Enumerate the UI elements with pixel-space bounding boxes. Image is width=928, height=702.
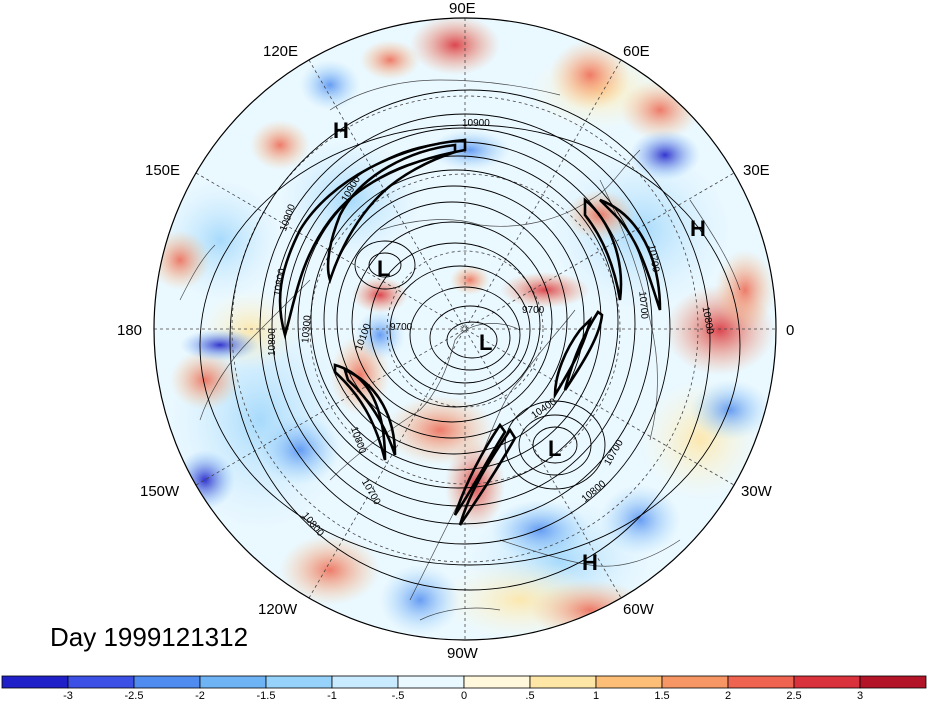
contour-label: 9700 bbox=[390, 322, 413, 333]
colorbar-swatch bbox=[331, 675, 399, 689]
colorbar-swatch bbox=[859, 675, 927, 689]
contour-label: 9700 bbox=[522, 305, 545, 316]
contour-label: 10700 bbox=[645, 244, 661, 274]
colorbar-tick-label: 1 bbox=[593, 690, 599, 702]
colorbar-tick-label: -.5 bbox=[392, 690, 405, 702]
colorbar-swatch bbox=[529, 675, 597, 689]
colorbar-tick-label: -2 bbox=[195, 690, 205, 702]
contour-label: 10800 bbox=[700, 306, 716, 336]
contour-label: 10300 bbox=[300, 314, 313, 343]
contour-label: 10800 bbox=[272, 267, 288, 297]
colorbar-tick-label: 2 bbox=[725, 690, 731, 702]
colorbar-tick-label: -1.5 bbox=[257, 690, 276, 702]
colorbar-swatch bbox=[463, 675, 531, 689]
colorbar-tick-label: 2.5 bbox=[786, 690, 801, 702]
lon-label-120w: 120W bbox=[258, 601, 298, 618]
lon-label-120e: 120E bbox=[263, 43, 298, 60]
low-marker: L bbox=[548, 436, 561, 461]
high-marker: H bbox=[333, 118, 349, 143]
lon-label-60e: 60E bbox=[623, 43, 650, 60]
contour-label: 10900 bbox=[462, 118, 490, 129]
lon-label-180: 180 bbox=[117, 322, 142, 339]
colorbar-tick-label: -3 bbox=[63, 690, 73, 702]
colorbar-swatch bbox=[397, 675, 465, 689]
lon-label-90e: 90E bbox=[449, 0, 476, 17]
anomaly-field bbox=[154, 18, 776, 640]
longitude-labels: 90E 60E 30E 0 30W 60W 90W 120W 150W 180 … bbox=[117, 0, 794, 662]
map-boundary bbox=[153, 17, 777, 641]
jet-streaks bbox=[278, 138, 662, 526]
colorbar-swatch bbox=[661, 675, 729, 689]
contour-label: 10700 bbox=[636, 291, 649, 320]
colorbar-tick-label: -2.5 bbox=[125, 690, 144, 702]
high-marker: H bbox=[582, 550, 598, 575]
colorbar-swatch bbox=[727, 675, 795, 689]
lon-label-30e: 30E bbox=[743, 162, 770, 179]
contour-label: 10800 bbox=[267, 328, 278, 356]
lon-label-0: 0 bbox=[786, 322, 794, 339]
figure-title: Day 1999121312 bbox=[50, 622, 248, 652]
lon-label-30w: 30W bbox=[741, 483, 773, 500]
lon-label-150w: 150W bbox=[140, 483, 180, 500]
colorbar-swatch bbox=[265, 675, 333, 689]
colorbar-tick-label: 0 bbox=[461, 690, 467, 702]
colorbar-swatch bbox=[199, 675, 267, 689]
colorbar: -3 -2.5 -2 -1.5 -1 -.5 0 .5 1 1.5 2 2.5 3 bbox=[1, 675, 927, 702]
pressure-system-markers: H H L L L H bbox=[333, 118, 706, 575]
colorbar-swatch bbox=[1, 675, 69, 689]
lon-label-150e: 150E bbox=[145, 162, 180, 179]
low-marker: L bbox=[479, 330, 492, 355]
colorbar-swatch bbox=[133, 675, 201, 689]
lon-label-60w: 60W bbox=[623, 601, 655, 618]
high-marker: H bbox=[690, 216, 706, 241]
colorbar-tick-label: 1.5 bbox=[654, 690, 669, 702]
lon-label-90w: 90W bbox=[447, 645, 479, 662]
colorbar-swatch bbox=[793, 675, 861, 689]
colorbar-tick-label: -1 bbox=[327, 690, 337, 702]
colorbar-swatch bbox=[595, 675, 663, 689]
height-contours bbox=[199, 89, 741, 591]
colorbar-tick-label: 3 bbox=[857, 690, 863, 702]
colorbar-tick-label: .5 bbox=[525, 690, 534, 702]
colorbar-swatch bbox=[67, 675, 135, 689]
low-marker: L bbox=[377, 256, 390, 281]
